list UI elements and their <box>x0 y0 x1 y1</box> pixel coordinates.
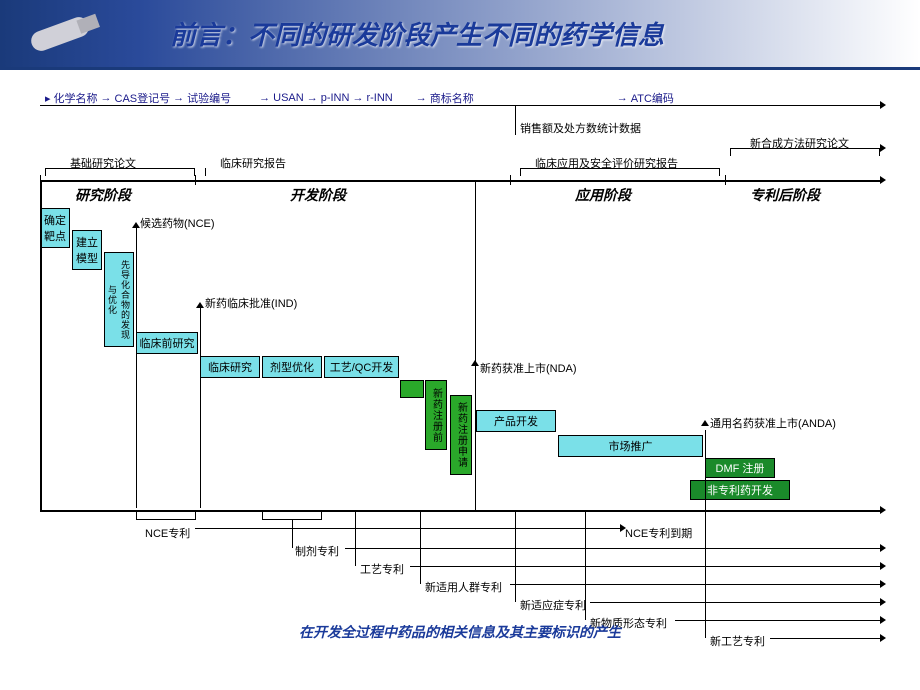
connector <box>510 584 880 585</box>
tick <box>292 520 293 548</box>
arrow-icon <box>880 544 886 552</box>
box-product-dev: 产品开发 <box>476 410 556 432</box>
header: 前言：不同的研发阶段产生不同的药学信息 <box>0 0 920 70</box>
nda-vline <box>475 180 476 510</box>
phase-development: 开发阶段 <box>290 185 346 205</box>
box-dmf: DMF 注册 <box>705 458 775 478</box>
tick <box>195 175 196 185</box>
top-axis <box>40 105 880 106</box>
arrow-icon <box>880 144 886 152</box>
box-reg-app: 新药注册申请 <box>450 395 472 475</box>
label-basic-research: 基础研究论文 <box>70 155 136 171</box>
patent-new-indication: 新适应症专利 <box>520 597 586 613</box>
top-flow: ▸化学名称 →CAS登记号 →试验编号 →USAN →p-INN →r-INN … <box>45 90 674 106</box>
arrow-icon <box>880 101 886 109</box>
patent-nce: NCE专利 <box>145 525 190 541</box>
box-target: 确定 靶点 <box>40 208 70 248</box>
bracket <box>730 148 880 156</box>
bracket <box>520 168 720 176</box>
arrow-icon <box>132 222 140 228</box>
slide: 前言：不同的研发阶段产生不同的药学信息 ▸化学名称 →CAS登记号 →试验编号 … <box>0 0 920 690</box>
ind-vline <box>200 308 201 508</box>
box-preclinical: 临床前研究 <box>136 332 198 354</box>
arrow-icon <box>880 562 886 570</box>
slide-title: 前言：不同的研发阶段产生不同的药学信息 <box>170 15 664 52</box>
caption: 在开发全过程中药品的相关信息及其主要标识的产生 <box>30 622 890 642</box>
tick <box>355 512 356 566</box>
diagram: ▸化学名称 →CAS登记号 →试验编号 →USAN →p-INN →r-INN … <box>30 80 890 650</box>
arrow-icon <box>196 302 204 308</box>
patent-process: 工艺专利 <box>360 561 404 577</box>
tick <box>205 168 206 176</box>
header-icon <box>0 0 140 69</box>
flow-usan: USAN <box>273 92 304 104</box>
flow-trial-no: 试验编号 <box>187 90 231 106</box>
box-formulation: 剂型优化 <box>262 356 322 378</box>
tick <box>705 512 706 638</box>
arrow-icon <box>880 598 886 606</box>
connector <box>410 566 880 567</box>
arrow-icon <box>880 580 886 588</box>
label-anda: 通用名药获准上市(ANDA) <box>710 415 836 431</box>
arrow-icon <box>471 360 479 366</box>
tick <box>515 512 516 602</box>
tick <box>585 512 586 620</box>
label-ind: 新药临床批准(IND) <box>205 295 297 311</box>
nce-vline <box>136 228 137 508</box>
bracket <box>262 512 322 520</box>
label-clinical-report: 临床研究报告 <box>220 155 286 171</box>
arrow-icon <box>880 176 886 184</box>
arrow-icon <box>701 420 709 426</box>
flow-pinn: p-INN <box>321 92 350 104</box>
box-green-small <box>400 380 424 398</box>
patent-indication: 新适用人群专利 <box>425 579 502 595</box>
tick <box>725 175 726 185</box>
box-pre-reg: 新药注册前 <box>425 380 447 450</box>
box-clinical: 临床研究 <box>200 356 260 378</box>
patent-nce-expire: NCE专利到期 <box>625 525 692 541</box>
box-marketing: 市场推广 <box>558 435 703 457</box>
bracket <box>136 512 196 520</box>
box-process: 工艺/QC开发 <box>324 356 399 378</box>
flow-atc: ATC编码 <box>631 90 674 106</box>
patent-formulation: 制剂专利 <box>295 543 339 559</box>
phase-post-patent: 专利后阶段 <box>750 185 820 205</box>
flow-trademark: 商标名称 <box>430 90 474 106</box>
tick <box>420 512 421 584</box>
phase-application: 应用阶段 <box>575 185 631 205</box>
flow-cas: CAS登记号 <box>115 90 171 106</box>
flow-chem-name: 化学名称 <box>54 90 98 106</box>
box-model: 建立 模型 <box>72 230 102 270</box>
phase-axis <box>40 180 880 182</box>
arrow-icon <box>880 506 886 514</box>
connector <box>195 528 620 529</box>
label-nda: 新药获准上市(NDA) <box>480 360 577 376</box>
flow-rinn: r-INN <box>366 92 392 104</box>
tick <box>515 105 516 135</box>
connector <box>345 548 880 549</box>
anda-vline <box>705 430 706 510</box>
label-nce: 候选药物(NCE) <box>140 215 215 231</box>
box-lead: 先导化合物的发现与优化 <box>104 252 134 347</box>
arrow-icon <box>620 524 626 532</box>
tick <box>510 175 511 185</box>
label-sales: 销售额及处方数统计数据 <box>520 120 641 136</box>
phase-research: 研究阶段 <box>75 185 131 205</box>
y-axis <box>40 180 42 512</box>
connector <box>590 602 880 603</box>
